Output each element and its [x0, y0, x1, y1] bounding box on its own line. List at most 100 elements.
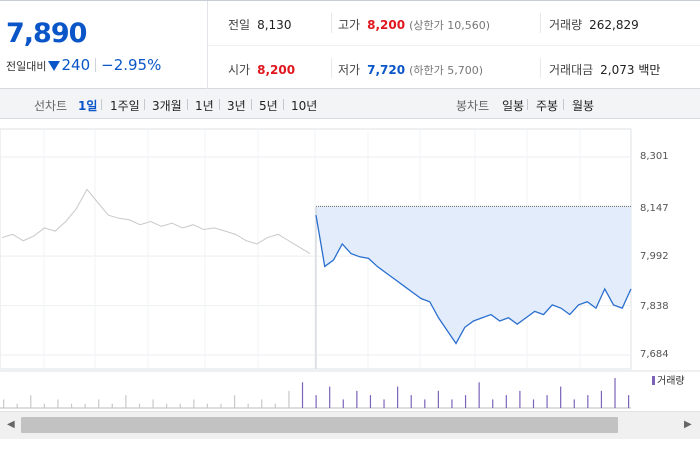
volume-legend: 거래량: [652, 372, 685, 387]
volume-bar: [478, 382, 480, 408]
tab-divider: [144, 99, 145, 110]
tab-weekly-candle[interactable]: 주봉: [536, 99, 559, 113]
amount-label: 거래대금: [549, 63, 594, 77]
scrollbar-thumb[interactable]: [21, 417, 618, 433]
low-price: 저가 7,720 (하한가 5,700): [338, 61, 483, 78]
price-chart-svg: [0, 128, 700, 409]
volume-bar: [369, 395, 372, 408]
tab-divider: [219, 99, 220, 110]
volume-bar: [464, 395, 467, 408]
volume-bar: [70, 403, 73, 408]
tab-1-year[interactable]: 1년: [195, 99, 214, 113]
volume-bar: [43, 403, 45, 408]
volume-bar: [206, 403, 209, 408]
volume-bar: [546, 395, 548, 408]
volume-bar: [451, 399, 453, 408]
volume-bar: [84, 403, 86, 408]
divider: [95, 58, 97, 72]
tab-daily-candle[interactable]: 일봉: [502, 99, 525, 113]
volume-bar: [397, 386, 399, 408]
low-value: 7,720: [367, 63, 406, 77]
volume-bar: [519, 390, 521, 408]
volume-bar: [193, 399, 195, 408]
volume-bar: [410, 395, 412, 408]
y-tick-label: 8,147: [640, 203, 669, 214]
lower-limit: (하한가 5,700): [409, 64, 483, 77]
tab-5-years[interactable]: 5년: [259, 99, 278, 113]
scroll-right-arrow-icon[interactable]: ▶: [684, 419, 692, 430]
volume-bar: [329, 386, 331, 408]
volume: 거래량 262,829: [549, 16, 639, 33]
tab-1-week[interactable]: 1주일: [110, 99, 140, 113]
tab-divider: [101, 99, 102, 110]
volume-bar: [532, 399, 535, 408]
volume-bar: [3, 399, 5, 408]
prev-close-label: 전일: [228, 18, 251, 32]
volume-bar: [138, 403, 141, 408]
volume-bar: [152, 399, 154, 408]
open-price: 시가 8,200: [228, 61, 295, 78]
volume-bar: [247, 403, 249, 408]
volume-bar: [233, 395, 236, 408]
high-price: 고가 8,200 (상한가 10,560): [338, 16, 490, 33]
volume-bar: [383, 399, 385, 408]
diff-percent: −2.95%: [101, 56, 162, 74]
line-chart-label[interactable]: 선차트: [34, 99, 68, 113]
volume-bar: [220, 403, 222, 408]
tab-10-years[interactable]: 10년: [291, 99, 318, 113]
volume-bar: [600, 390, 603, 408]
tab-monthly-candle[interactable]: 월봉: [572, 99, 595, 113]
tab-divider: [527, 99, 528, 110]
diff-label: 전일대비: [6, 60, 47, 73]
stats-row-divider: [208, 45, 700, 46]
tab-1-day[interactable]: 1일: [78, 99, 98, 113]
volume-bar: [261, 399, 263, 408]
volume-bar: [288, 390, 290, 408]
divider: [540, 13, 541, 33]
diff-value: 240: [61, 56, 91, 74]
volume-bar: [98, 399, 100, 408]
open-value: 8,200: [257, 63, 296, 77]
volume-bar: [179, 403, 181, 408]
y-tick-label: 7,992: [640, 251, 669, 262]
price-box: 7,890 전일대비 240 −2.95%: [0, 1, 208, 89]
chart-tabs: 선차트 1일 1주일 3개월 1년 3년 5년 10년 봉차트 일봉 주봉 월봉: [0, 89, 700, 119]
scroll-left-arrow-icon[interactable]: ◀: [7, 419, 15, 430]
chart-scrollbar[interactable]: ◀ ▶: [0, 411, 700, 439]
prev-close: 전일 8,130: [228, 16, 291, 33]
volume-bar: [628, 395, 630, 408]
volume-bar: [301, 382, 304, 408]
current-price: 7,890: [6, 18, 87, 49]
price-chart[interactable]: 8,301 8,147 7,992 7,838 7,684: [0, 119, 700, 411]
open-label: 시가: [228, 63, 251, 77]
volume-bar: [111, 403, 113, 408]
tab-3-months[interactable]: 3개월: [152, 99, 182, 113]
tab-3-years[interactable]: 3년: [227, 99, 246, 113]
volume-bar: [356, 390, 358, 408]
volume-bar: [342, 399, 344, 408]
high-label: 고가: [338, 18, 361, 32]
tab-divider: [251, 99, 252, 110]
divider: [331, 13, 332, 33]
amount-value: 2,073 백만: [600, 63, 661, 77]
volume-bar: [505, 395, 507, 408]
volume-bar: [573, 399, 575, 408]
low-label: 저가: [338, 63, 361, 77]
volume-bar: [57, 399, 59, 408]
volume-bar: [166, 403, 168, 408]
tab-divider: [283, 99, 284, 110]
previous-day-series-line: [1, 188, 311, 255]
volume-bar: [437, 390, 439, 408]
candle-chart-label[interactable]: 봉차트: [456, 99, 490, 113]
tab-divider: [563, 99, 564, 110]
down-triangle-icon: [48, 61, 61, 71]
high-value: 8,200: [367, 18, 406, 32]
y-tick-label: 7,838: [640, 301, 669, 312]
volume-value: 262,829: [589, 18, 639, 32]
trade-amount: 거래대금 2,073 백만: [549, 61, 660, 78]
volume-legend-label: 거래량: [657, 376, 685, 387]
tab-divider: [187, 99, 188, 110]
volume-bar: [560, 386, 562, 408]
price-change-row: 전일대비 240 −2.95%: [6, 56, 161, 74]
quote-header: 7,890 전일대비 240 −2.95% 전일 8,130 시가 8,200 고가 8,…: [0, 0, 700, 89]
